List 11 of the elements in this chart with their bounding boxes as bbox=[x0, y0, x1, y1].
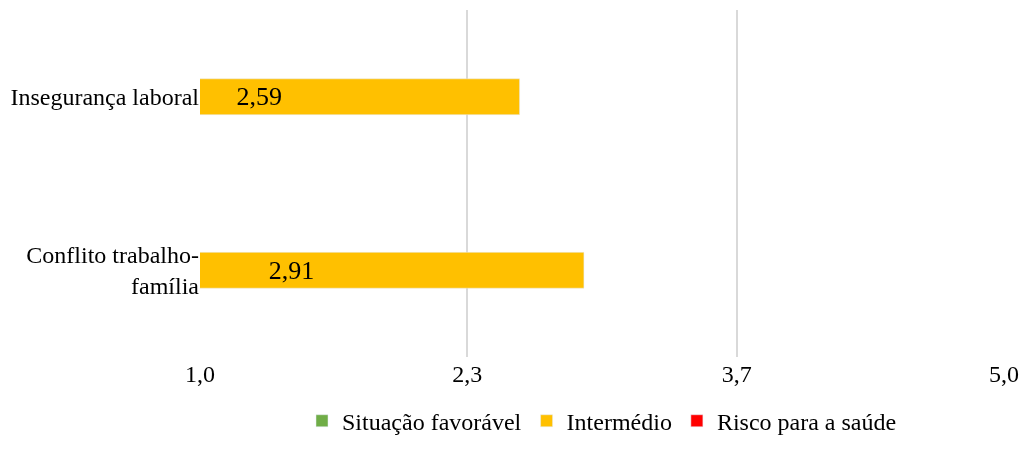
data-label: 2,91 bbox=[268, 255, 315, 285]
x-tick-label: 3,7 bbox=[721, 361, 752, 387]
legend-label: Intermédio bbox=[566, 409, 672, 436]
x-tick-label: 2,3 bbox=[452, 361, 483, 387]
legend-label: Situação favorável bbox=[342, 409, 522, 436]
x-tick-label: 5,0 bbox=[989, 361, 1019, 387]
legend-label: Risco para a saúde bbox=[716, 409, 897, 436]
data-label: 2,59 bbox=[236, 82, 283, 112]
y-tick-label: Insegurança laboral bbox=[10, 84, 200, 111]
x-tick-label: 1,0 bbox=[185, 361, 215, 387]
y-tick-label: Conflito trabalho-família bbox=[26, 242, 200, 300]
